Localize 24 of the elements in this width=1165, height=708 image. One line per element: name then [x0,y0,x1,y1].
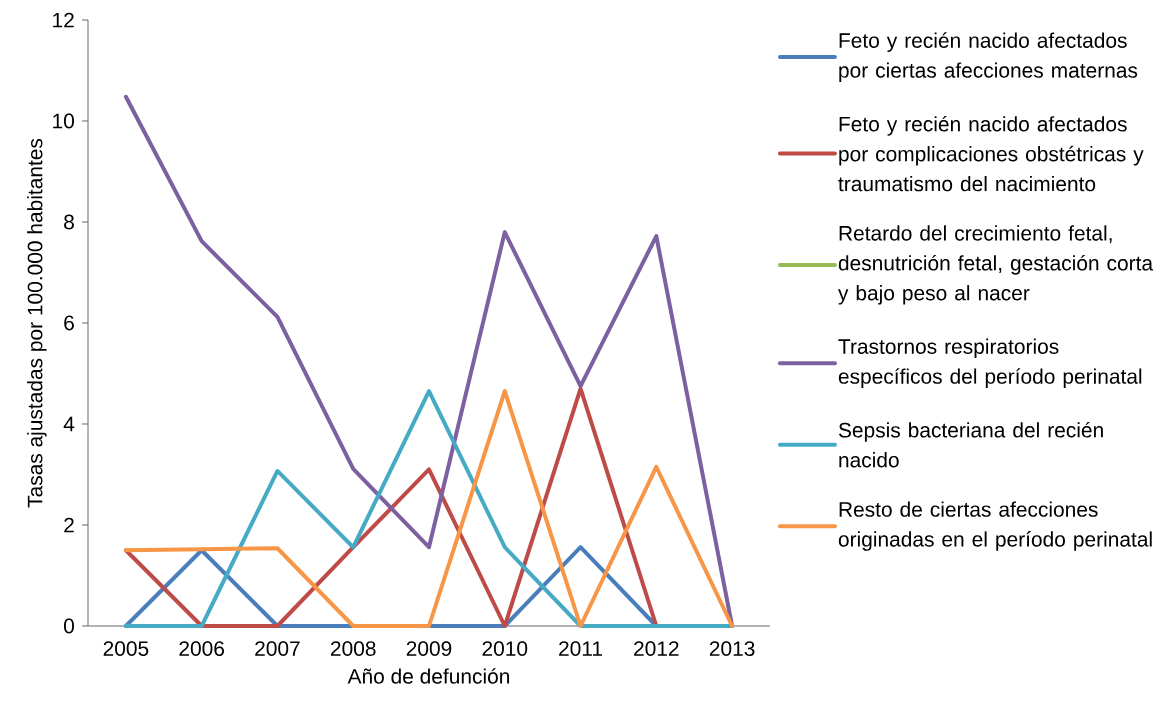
x-tick-label: 2012 [634,641,679,656]
y-tick-label: 8 [64,214,74,230]
x-tick-label: 2010 [482,641,528,656]
x-tick-label: 2007 [255,641,300,656]
legend-label: Feto y recién nacido afectados por ciertas afecciones maternas [839,32,1138,82]
legend-label: Feto y recién nacido afectados por complicaciones obstétricas y traumatismo del nacimiento [838,115,1144,192]
legend-label: Sepsis bacteriana del recién nacido [838,421,1103,468]
legend-label: Trastornos respiratorios específicos del período perinatal [838,338,1142,388]
x-tick-label: 2009 [406,641,452,656]
y-tick-label: 12 [53,12,74,28]
x-tick-label: 2011 [559,641,603,656]
legend-label: Resto de ciertas afecciones originadas en el período perinatal [838,501,1152,551]
legend-label: Retardo del crecimiento fetal, desnutrición fetal, gestación corta y bajo peso al nacer [838,225,1154,305]
x-tick-label: 2008 [330,641,376,656]
x-tick-label: 2013 [709,641,755,656]
y-tick-label: 2 [64,517,74,533]
x-tick-label: 2006 [179,641,225,656]
y-tick-label: 4 [63,416,75,432]
x-axis-title: Año de defunción [347,668,510,684]
y-axis-title: Tasas ajustadas por 100.000 habitantes [27,138,47,508]
y-tick-label: 10 [53,113,74,129]
y-tick-label: 6 [64,315,74,331]
y-tick-label: 0 [64,618,74,634]
x-tick-label: 2005 [103,641,149,656]
